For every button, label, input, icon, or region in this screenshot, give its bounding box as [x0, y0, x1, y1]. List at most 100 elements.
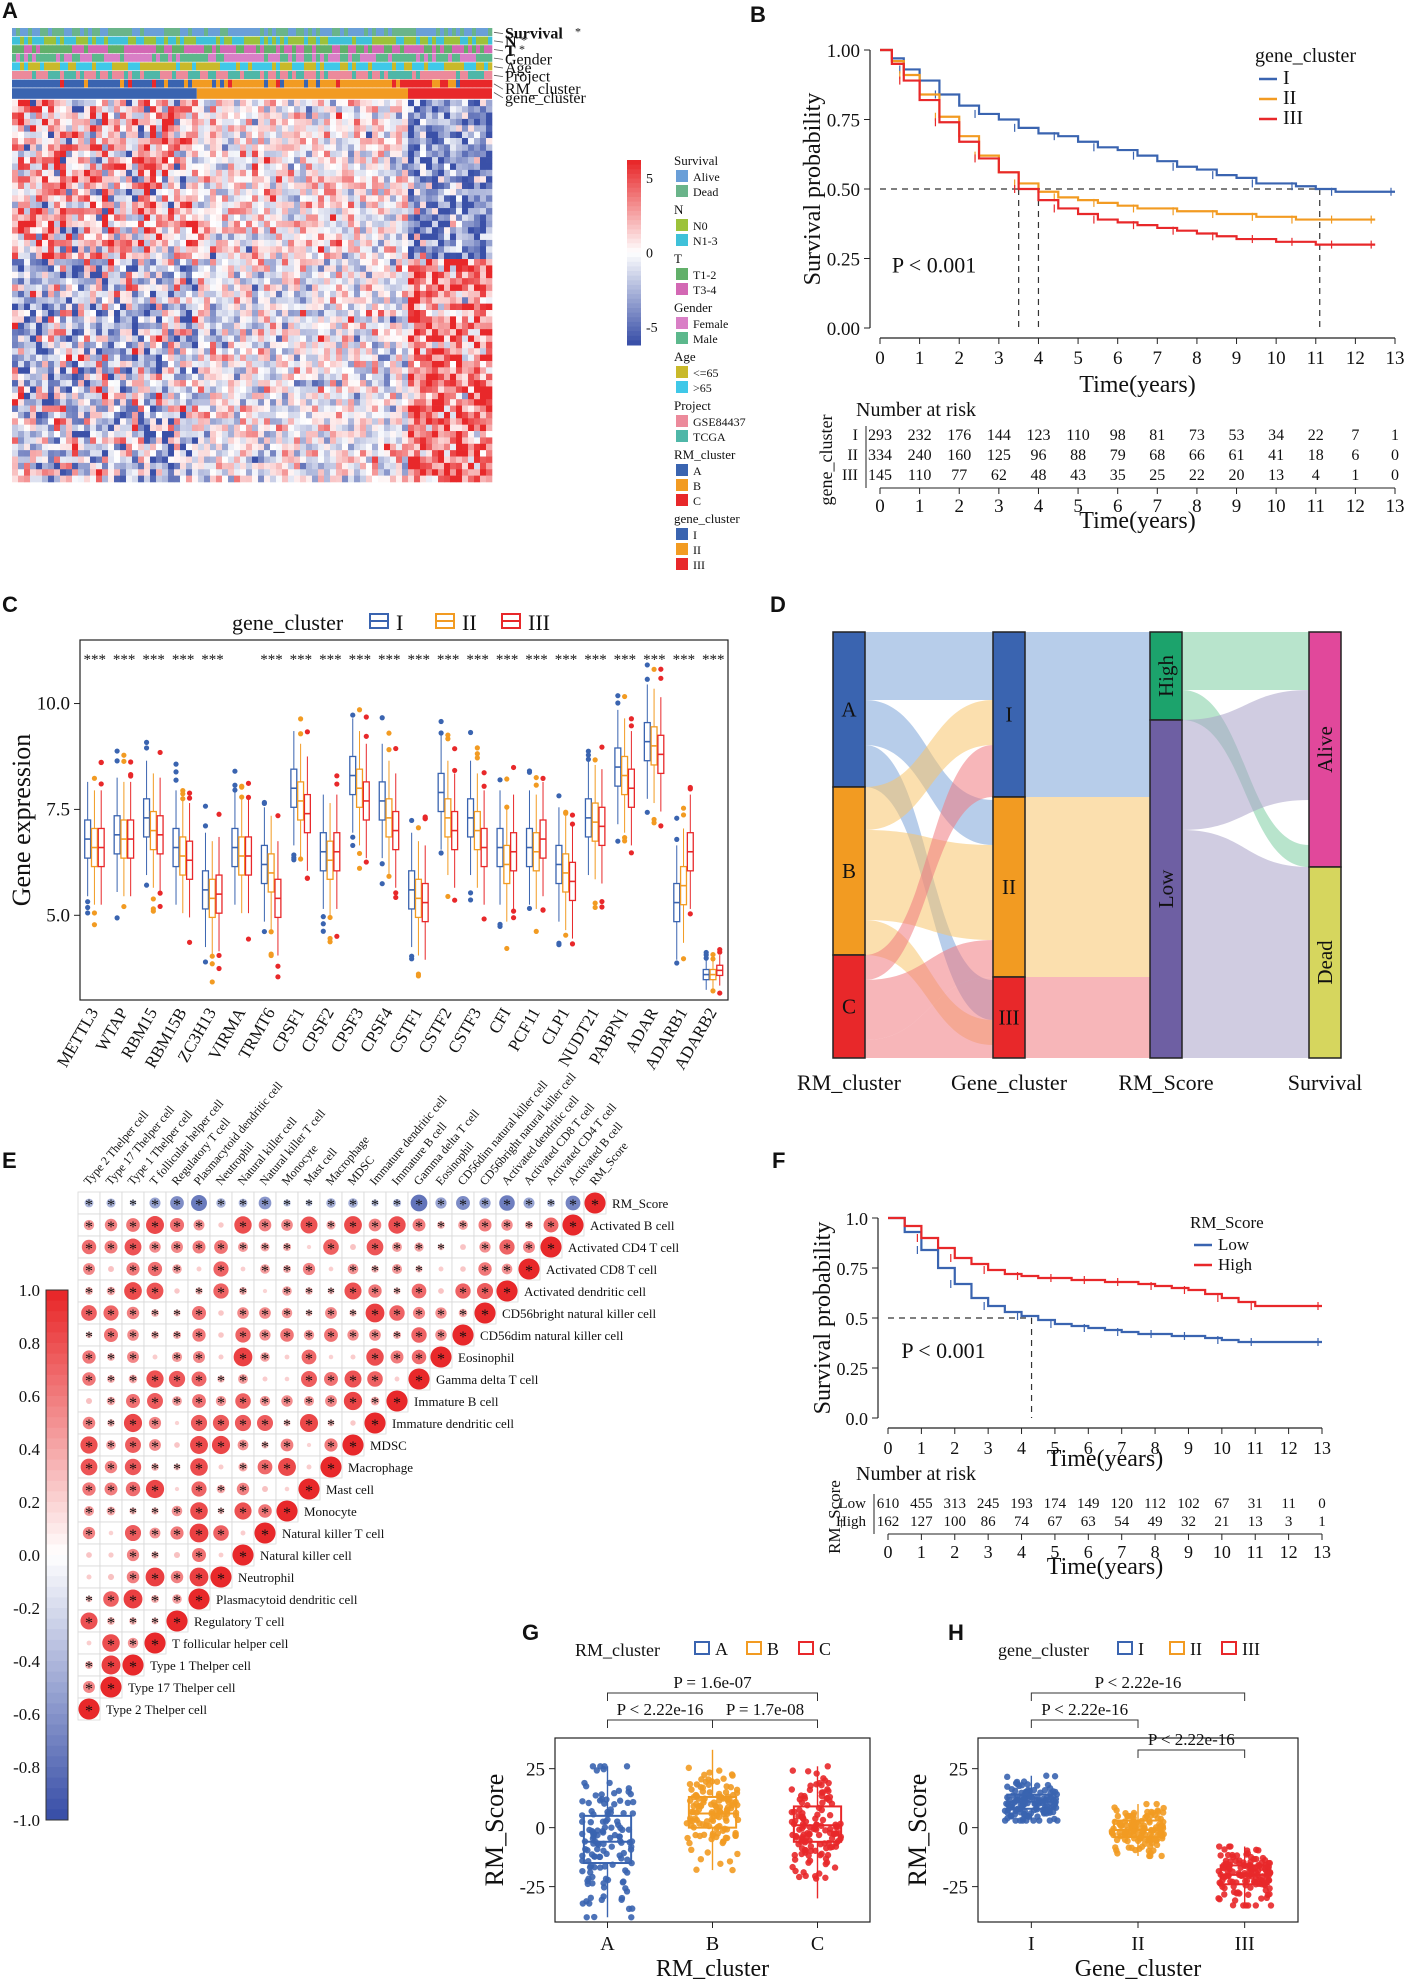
rm-cluster-cell	[472, 79, 477, 88]
heatmap-cell	[24, 373, 31, 381]
heatmap-cell	[42, 220, 49, 228]
heatmap-cell	[24, 163, 31, 171]
heatmap-cell	[432, 227, 439, 234]
heatmap-cell	[138, 386, 145, 394]
heatmap-cell	[408, 418, 415, 425]
heatmap-cell	[438, 169, 445, 177]
heatmap-cell	[246, 329, 253, 336]
heatmap-cell	[144, 290, 151, 298]
heatmap-cell	[294, 99, 301, 107]
heatmap-cell	[84, 271, 91, 279]
rm-cluster-cell	[388, 79, 393, 88]
heatmap-cell	[174, 246, 181, 253]
heatmap-cell	[48, 99, 55, 107]
heatmap-cell	[270, 259, 277, 266]
heatmap-cell	[414, 354, 421, 362]
heatmap-cell	[138, 329, 145, 336]
heatmap-cell	[234, 220, 241, 228]
heatmap-cell	[444, 163, 451, 171]
heatmap-cell	[54, 201, 61, 209]
heatmap-cell	[150, 259, 157, 266]
heatmap-cell	[168, 278, 175, 285]
heatmap-cell	[222, 227, 229, 234]
heatmap-cell	[150, 322, 157, 330]
heatmap-cell	[36, 246, 43, 253]
heatmap-cell	[438, 182, 445, 190]
heatmap-cell	[378, 322, 385, 330]
heatmap-cell	[162, 341, 169, 349]
heatmap-cell	[180, 131, 187, 139]
heatmap-cell	[294, 284, 301, 292]
heatmap-cell	[222, 220, 229, 228]
annotation-cell	[380, 36, 385, 45]
heatmap-cell	[162, 424, 169, 432]
heatmap-cell	[252, 169, 259, 177]
heatmap-cell	[42, 182, 49, 190]
heatmap-cell	[216, 118, 223, 126]
heatmap-cell	[414, 380, 421, 387]
heatmap-cell	[384, 131, 391, 139]
heatmap-cell	[372, 271, 379, 279]
heatmap-cell	[264, 182, 271, 190]
heatmap-cell	[468, 169, 475, 177]
heatmap-cell	[168, 386, 175, 394]
annotation-cell	[272, 36, 277, 45]
heatmap-cell	[144, 322, 151, 330]
heatmap-cell	[348, 252, 355, 260]
heatmap-cell	[54, 297, 61, 304]
heatmap-cell	[240, 150, 247, 158]
heatmap-cell	[156, 316, 163, 324]
annotation-cell	[288, 53, 293, 62]
heatmap-cell	[450, 284, 457, 292]
annotation-cell	[164, 53, 169, 62]
heatmap-cell	[246, 239, 253, 247]
heatmap-cell	[252, 405, 259, 413]
heatmap-cell	[66, 252, 73, 260]
heatmap-cell	[126, 265, 133, 273]
annotation-cell	[256, 62, 261, 71]
heatmap-cell	[270, 386, 277, 394]
annotation-cell	[392, 36, 397, 45]
heatmap-cell	[12, 252, 19, 260]
heatmap-cell	[168, 405, 175, 413]
heatmap-cell	[222, 169, 229, 177]
heatmap-cell	[30, 169, 37, 177]
heatmap-cell	[234, 386, 241, 394]
heatmap-cell	[300, 259, 307, 266]
heatmap-cell	[384, 188, 391, 196]
heatmap-cell	[462, 392, 469, 400]
heatmap-cell	[132, 176, 139, 183]
heatmap-cell	[54, 335, 61, 343]
heatmap-cell	[294, 316, 301, 324]
heatmap-cell	[18, 144, 25, 152]
annotation-cell	[364, 62, 369, 71]
heatmap-cell	[312, 125, 319, 132]
heatmap-cell	[126, 360, 133, 368]
annotation-cell	[464, 62, 469, 71]
heatmap-cell	[402, 239, 409, 247]
heatmap-cell	[204, 138, 211, 145]
heatmap-cell	[288, 297, 295, 304]
heatmap-cell	[186, 297, 193, 304]
heatmap-cell	[18, 316, 25, 324]
heatmap-cell	[414, 163, 421, 171]
annotation-cell	[344, 36, 349, 45]
heatmap-cell	[42, 303, 49, 311]
heatmap-cell	[246, 278, 253, 285]
heatmap-cell	[144, 392, 151, 400]
heatmap-cell	[366, 335, 373, 343]
heatmap-cell	[222, 252, 229, 260]
heatmap-cell	[456, 418, 463, 425]
heatmap-cell	[108, 316, 115, 324]
heatmap-cell	[444, 418, 451, 425]
annotation-cell	[164, 28, 169, 36]
heatmap-cell	[12, 348, 19, 355]
heatmap-cell	[336, 163, 343, 171]
heatmap-cell	[42, 233, 49, 241]
heatmap-cell	[126, 316, 133, 324]
annotation-cell	[192, 36, 197, 45]
heatmap-cell	[90, 118, 97, 126]
annotation-cell	[204, 71, 209, 79]
heatmap-cell	[270, 329, 277, 336]
heatmap-cell	[102, 182, 109, 190]
